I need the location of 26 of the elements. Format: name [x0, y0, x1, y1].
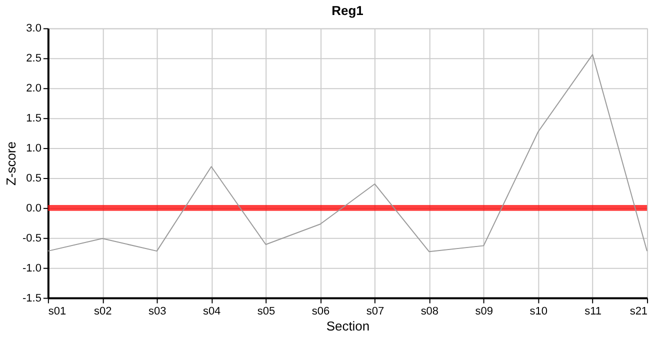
y-tick-label: 1.5 [26, 112, 42, 125]
y-tick-label: 1.0 [26, 142, 42, 155]
chart-title: Reg1 [332, 3, 364, 18]
y-tick-label: 2.0 [26, 82, 42, 95]
x-tick-label: s07 [366, 305, 384, 318]
x-tick-label: s08 [420, 305, 439, 318]
y-tick-label: -0.5 [22, 232, 42, 244]
x-tick-label: s03 [148, 305, 166, 318]
x-tick-label: s21 [630, 305, 648, 318]
x-tick-label: s06 [312, 305, 330, 318]
x-tick-label: s10 [530, 305, 548, 318]
line-series [47, 54, 648, 252]
x-tick-label: s05 [257, 305, 276, 318]
y-axis-title: Z-score [4, 142, 19, 186]
y-tick-label: 2.5 [26, 52, 42, 65]
x-tick-label: s11 [584, 305, 602, 318]
x-tick-label: s04 [202, 305, 221, 318]
y-tick-label: 3.0 [26, 22, 42, 35]
y-tick-label: -1.5 [22, 292, 42, 304]
x-tick-label: s01 [48, 305, 66, 318]
x-tick-label: s09 [475, 305, 493, 318]
y-tick-label: 0.5 [26, 172, 42, 184]
x-tick-label: s02 [94, 305, 112, 318]
y-tick-label: 0.0 [26, 202, 42, 214]
x-axis-title: Section [326, 318, 370, 334]
y-tick-label: -1.0 [22, 262, 42, 274]
